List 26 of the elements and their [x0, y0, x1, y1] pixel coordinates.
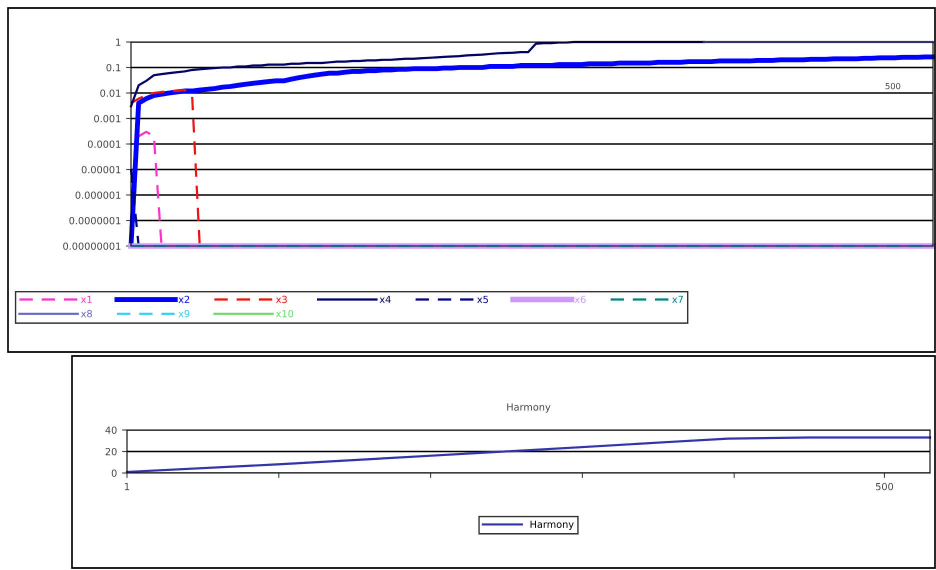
legend-label: x10: [276, 310, 294, 318]
text: x6: [574, 296, 586, 304]
legend-label: x7: [672, 296, 683, 303]
text: x2: [178, 296, 190, 303]
y-tick-label: 20: [106, 448, 117, 456]
text: x5: [477, 296, 488, 304]
line-series: [130, 40, 705, 108]
text: x9: [178, 310, 190, 318]
text: x8: [80, 310, 92, 318]
annotation: 500: [886, 82, 900, 90]
y-tick-label: 0.01: [100, 89, 120, 97]
y-tick-label: 40: [105, 426, 117, 434]
text: x4: [380, 296, 391, 303]
chart-title: Harmony: [507, 403, 550, 413]
y-tick-label: 0: [112, 469, 117, 477]
y-tick-label: 0.0001: [88, 140, 120, 148]
y-tick-label: 0.1: [106, 64, 120, 72]
text: x1: [80, 296, 92, 303]
y-tick-label: 0.001: [94, 114, 120, 122]
legend-label: Harmony: [530, 520, 574, 530]
text: x3: [276, 296, 287, 304]
y-tick-label: 0.000001: [76, 191, 120, 199]
y-tick-label: 0.0000001: [69, 216, 120, 224]
y-tick-label: 0.00000001: [63, 242, 120, 250]
y-tick-label: 1: [116, 38, 120, 46]
y-tick-label: 0.00001: [82, 166, 120, 174]
